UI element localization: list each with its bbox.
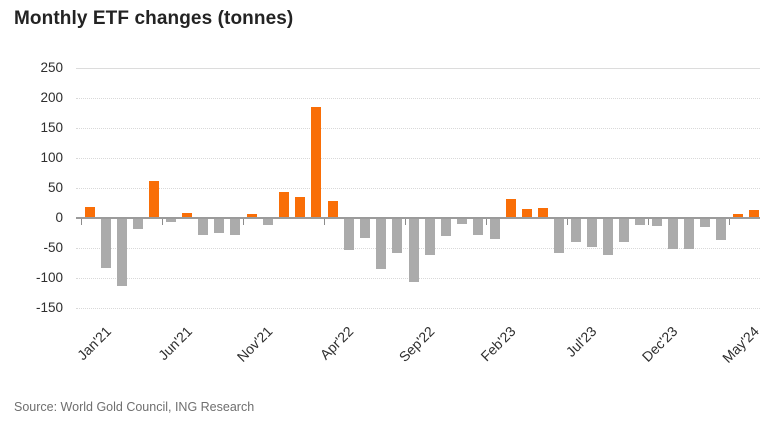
- bar-nov-22: [440, 218, 451, 236]
- bar-nov-23: [635, 218, 646, 225]
- x-axis-tick-label: Nov'21: [233, 323, 276, 365]
- x-axis-tick-label: Jun'21: [154, 323, 195, 364]
- x-axis-tick-label: Jul'23: [562, 323, 600, 360]
- bar-may-22: [343, 218, 354, 250]
- bar-may-24: [732, 213, 743, 218]
- y-axis-tick-label: -150: [35, 300, 63, 315]
- source-note: Source: World Gold Council, ING Research: [14, 400, 255, 414]
- x-axis-tick: [729, 219, 731, 225]
- bar-aug-22: [392, 218, 403, 254]
- y-axis-tick-label: 250: [40, 60, 63, 75]
- y-axis-tick-label: 200: [40, 90, 63, 105]
- bar-jan-22: [278, 192, 289, 218]
- bar-oct-23: [619, 218, 630, 242]
- bar-dec-22: [457, 218, 468, 224]
- chart-title: Monthly ETF changes (tonnes): [14, 8, 294, 29]
- x-axis-tick-label: Feb'23: [477, 323, 519, 365]
- x-axis-tick: [81, 219, 83, 225]
- bar-dec-23: [651, 218, 662, 227]
- bar-aug-23: [586, 218, 597, 247]
- x-axis-tick: [567, 219, 569, 225]
- bar-jul-23: [570, 218, 581, 242]
- bar-mar-23: [505, 199, 516, 218]
- bar-apr-22: [327, 201, 338, 218]
- bar-sep-23: [602, 218, 613, 255]
- bar-sep-22: [408, 218, 419, 283]
- y-axis-tick-label: 0: [55, 210, 63, 225]
- gridline: [76, 97, 760, 99]
- bar-oct-22: [424, 218, 435, 256]
- bar-feb-22: [295, 197, 306, 218]
- gridline: [76, 187, 760, 189]
- bar-apr-21: [133, 218, 144, 229]
- bar-jan-21: [84, 207, 95, 218]
- x-axis-tick: [162, 219, 164, 225]
- x-axis-tick-label: Dec'23: [638, 323, 681, 365]
- bar-jun-23: [554, 218, 565, 253]
- bar-apr-24: [716, 218, 727, 241]
- x-axis-tick: [405, 219, 407, 225]
- bar-mar-24: [700, 218, 711, 227]
- x-axis-line: [76, 217, 760, 219]
- x-axis-tick: [243, 219, 245, 225]
- y-axis-tick-label: -100: [35, 270, 63, 285]
- x-axis-tick-label: Sep'22: [395, 323, 438, 365]
- x-axis-tick-label: May'24: [718, 323, 762, 366]
- gridline: [76, 307, 760, 309]
- bar-nov-21: [246, 214, 257, 218]
- gridline: [76, 67, 760, 69]
- bar-jul-22: [376, 218, 387, 269]
- x-axis-tick: [648, 219, 650, 225]
- bar-may-23: [538, 207, 549, 218]
- bar-mar-21: [116, 218, 127, 286]
- bar-jun-22: [359, 218, 370, 238]
- gridline: [76, 157, 760, 159]
- x-axis-tick: [486, 219, 488, 225]
- x-axis-tick: [324, 219, 326, 225]
- y-axis-tick-label: 150: [40, 120, 63, 135]
- bar-sep-21: [214, 218, 225, 233]
- bar-mar-22: [311, 107, 322, 218]
- bar-aug-21: [197, 218, 208, 235]
- bar-jan-23: [473, 218, 484, 236]
- x-axis-tick-label: Jan'21: [73, 323, 114, 364]
- y-axis-tick-label: -50: [43, 240, 63, 255]
- bar-jul-21: [181, 212, 192, 218]
- bar-feb-21: [100, 218, 111, 268]
- bar-jan-24: [667, 218, 678, 250]
- bar-may-21: [149, 181, 160, 218]
- bar-dec-21: [262, 218, 273, 225]
- y-axis-tick-label: 100: [40, 150, 63, 165]
- bar-jun-24: [748, 209, 759, 218]
- y-axis-tick-label: 50: [47, 180, 63, 195]
- bar-apr-23: [521, 209, 532, 218]
- bar-oct-21: [230, 218, 241, 235]
- bar-feb-23: [489, 218, 500, 239]
- bar-feb-24: [683, 218, 694, 249]
- x-axis-tick-label: Apr'22: [317, 323, 357, 363]
- gridline: [76, 127, 760, 129]
- bar-jun-21: [165, 218, 176, 223]
